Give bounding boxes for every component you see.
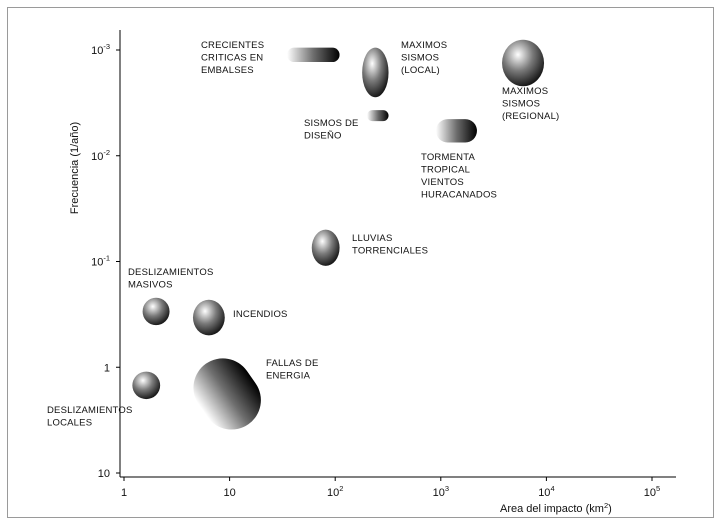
region-label: TORMENTA TROPICAL VIENTOS HURACANADOS [421, 152, 497, 201]
y-tick-label: 10 [98, 468, 110, 480]
region-ellipse [132, 371, 161, 400]
region-ellipse [192, 299, 225, 336]
axes [116, 30, 676, 481]
x-tick-label: 105 [644, 484, 660, 499]
region-ellipse [311, 229, 340, 266]
y-tick-label: 10-3 [91, 42, 110, 57]
chart-frame [7, 7, 714, 518]
region-pill [193, 358, 261, 430]
region-pill [287, 47, 340, 63]
x-tick-label: 103 [433, 484, 449, 499]
y-axis-title: Frecuencia (1/año) [69, 122, 81, 214]
y-tick-label: 10-1 [91, 254, 110, 269]
x-tick-label: 1 [121, 487, 127, 499]
region-label: CRECIENTES CRITICAS EN EMBALSES [201, 40, 264, 76]
region-label: SISMOS DE DISEÑO [304, 118, 359, 142]
region-label: DESLIZAMIENTOS LOCALES [47, 405, 133, 429]
region-ellipse [502, 39, 545, 87]
region-label: MAXIMOS SISMOS (LOCAL) [401, 40, 447, 76]
x-axis-title: Area del impacto (km2) [500, 501, 612, 515]
region-label: INCENDIOS [233, 309, 288, 320]
x-tick-label: 10 [223, 487, 235, 499]
x-tick-label: 104 [538, 484, 554, 499]
y-tick-label: 1 [104, 362, 110, 374]
y-tick-label: 10-2 [91, 148, 110, 163]
region-label: MAXIMOS SISMOS (REGIONAL) [502, 86, 559, 122]
region-ellipse [142, 297, 170, 326]
data-regions [132, 39, 545, 430]
region-pill [366, 110, 389, 122]
x-tick-label: 102 [327, 484, 343, 499]
region-label: FALLAS DE ENERGIA [266, 358, 319, 382]
region-ellipse [362, 47, 389, 98]
region-annotations: CRECIENTES CRITICAS EN EMBALSES MAXIMOS SISM… [47, 40, 559, 429]
region-pill [435, 119, 477, 143]
region-label: LLUVIAS TORRENCIALES [352, 233, 428, 257]
region-label: DESLIZAMIENTOS MASIVOS [128, 267, 214, 291]
